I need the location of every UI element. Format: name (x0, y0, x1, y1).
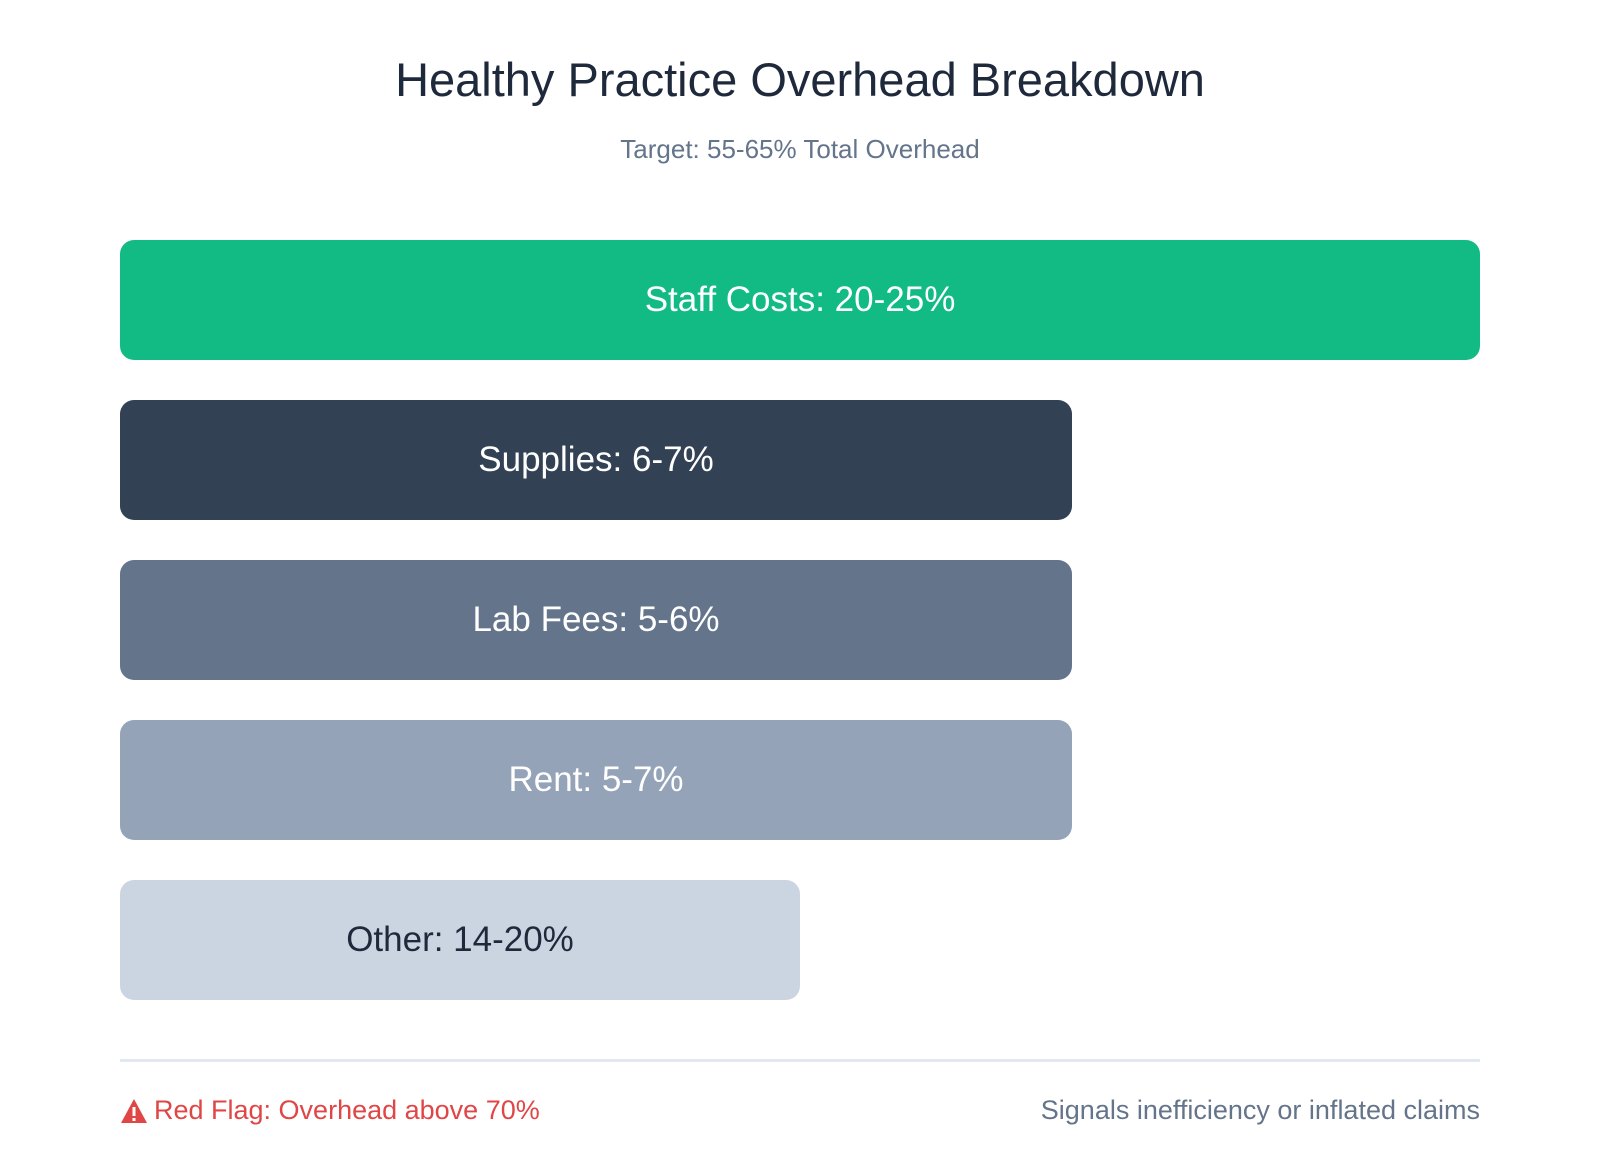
page-subtitle: Target: 55-65% Total Overhead (620, 134, 980, 164)
bar-label: Staff Costs: 20-25% (644, 280, 956, 319)
bar-label: Lab Fees: 5-6% (472, 600, 720, 639)
bar-label: Rent: 5-7% (508, 760, 684, 799)
footer-note: Signals inefficiency or inflated claims (1040, 1095, 1480, 1125)
red-flag-text: Red Flag: Overhead above 70% (154, 1095, 540, 1125)
bar-other: Other: 14-20% (120, 880, 800, 1000)
divider (120, 1059, 1480, 1062)
bar-rent: Rent: 5-7% (120, 720, 1072, 840)
warning-triangle-icon (121, 1098, 147, 1123)
bar-label: Other: 14-20% (346, 920, 574, 959)
bar-label: Supplies: 6-7% (478, 440, 714, 479)
bar-supplies: Supplies: 6-7% (120, 400, 1072, 520)
red-flag-warning: Red Flag: Overhead above 70% (120, 1095, 540, 1126)
bar-staff-costs: Staff Costs: 20-25% (120, 240, 1480, 360)
bar-lab-fees: Lab Fees: 5-6% (120, 560, 1072, 680)
page-title: Healthy Practice Overhead Breakdown (395, 53, 1205, 106)
